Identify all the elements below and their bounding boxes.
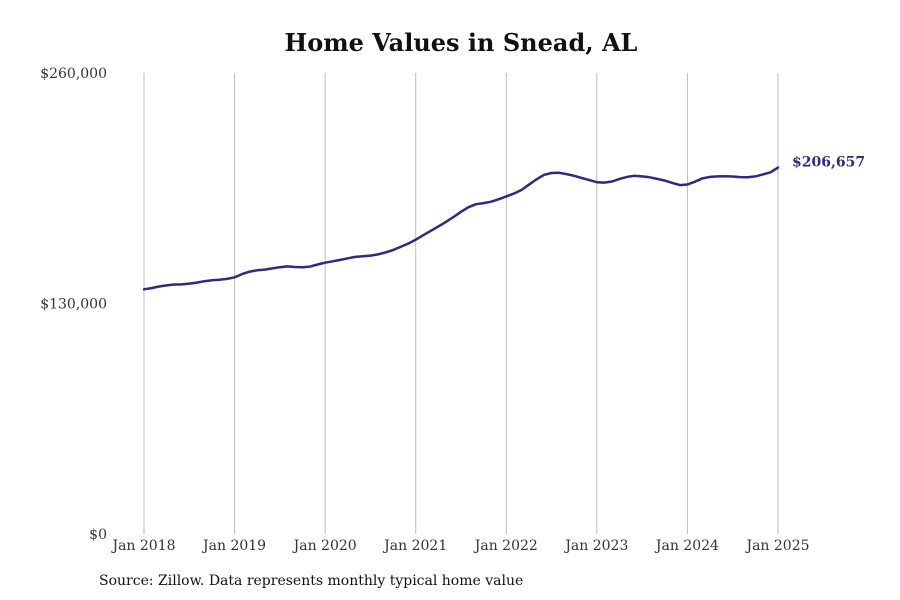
- gridlines: [143, 73, 779, 534]
- y-axis-ticks: $0 $130,000 $260,000: [40, 66, 107, 543]
- x-tick-label: Jan 2024: [654, 538, 719, 554]
- x-tick-label: Jan 2023: [563, 538, 628, 554]
- x-axis-ticks: Jan 2018 Jan 2019 Jan 2020 Jan 2021 Jan 2022…: [110, 538, 809, 554]
- y-tick-label: $130,000: [40, 297, 107, 313]
- x-tick-label: Jan 2021: [382, 538, 447, 554]
- x-tick-label: Jan 2019: [201, 538, 266, 554]
- x-tick-label: Jan 2020: [292, 538, 357, 554]
- x-tick-label: Jan 2022: [473, 538, 538, 554]
- x-tick-label: Jan 2018: [110, 538, 175, 554]
- y-tick-label: $260,000: [40, 66, 107, 82]
- y-tick-label: $0: [89, 527, 107, 543]
- x-tick-label: Jan 2025: [744, 538, 809, 554]
- chart-title: Home Values in Snead, AL: [284, 28, 638, 57]
- home-value-line: [142, 166, 780, 291]
- end-value-label: $206,657: [792, 155, 865, 171]
- source-note: Source: Zillow. Data represents monthly …: [99, 573, 524, 589]
